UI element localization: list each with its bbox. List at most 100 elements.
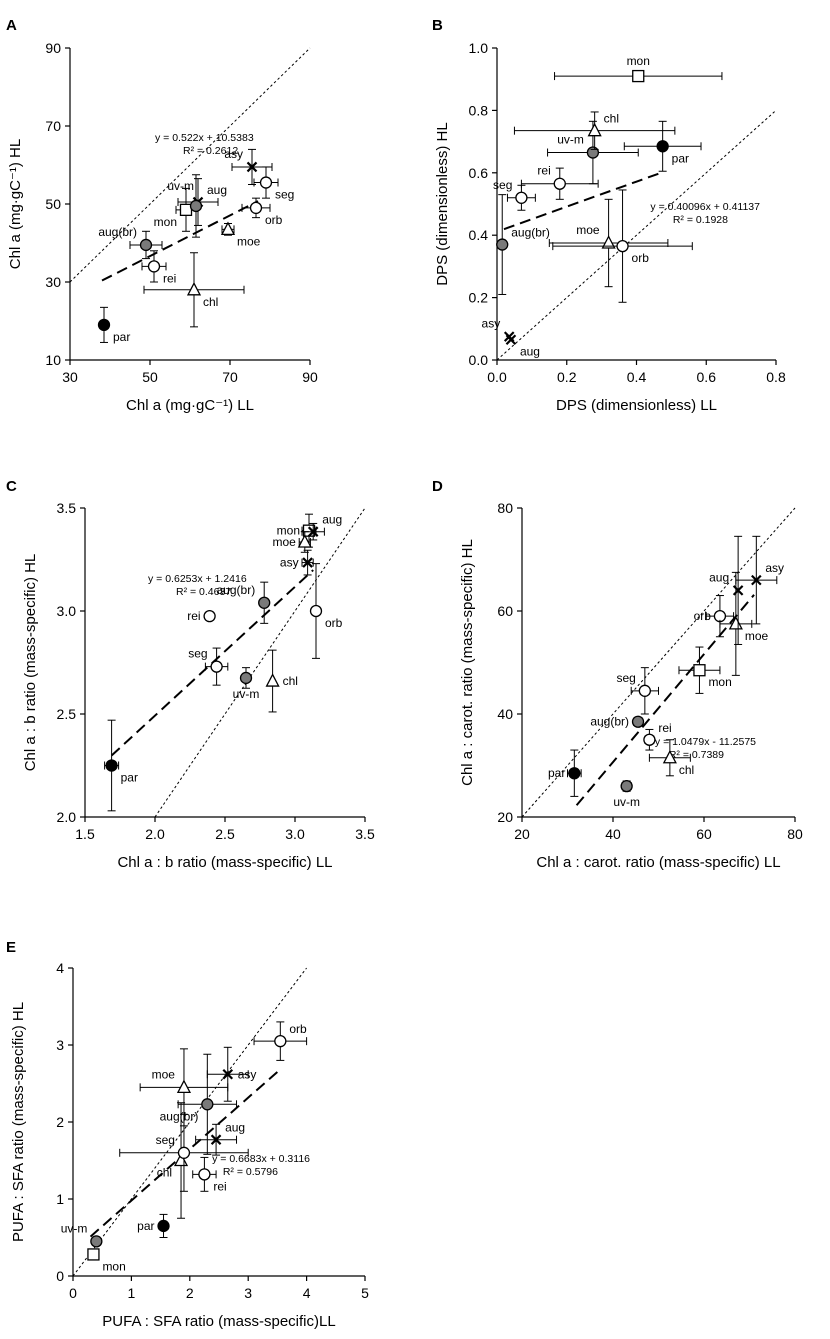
y-tick-label: 3.5 (57, 500, 77, 516)
r-squared: R² = 0.7389 (669, 749, 724, 761)
x-tick-label: 2.5 (215, 826, 235, 842)
point-label: asy (482, 317, 501, 331)
panel-letter-A: A (6, 17, 17, 34)
point-label: chl (604, 112, 619, 126)
marker-circle-10 (616, 239, 629, 253)
x-tick-label: 1.5 (75, 826, 95, 842)
point-label: rei (658, 721, 671, 735)
regression-equation: y = 0.6683x + 0.3116 (212, 1153, 310, 1165)
marker-triangle-7 (220, 221, 236, 236)
one-to-one-line (496, 110, 777, 361)
y-tick-label: 40 (497, 706, 513, 722)
point-label: seg (156, 1133, 175, 1147)
data-point-rei: rei (187, 609, 216, 623)
y-axis-title: DPS (dimensionless) HL (434, 122, 451, 285)
data-point-uv-m: uv-m (233, 667, 260, 701)
point-label: rei (213, 1179, 226, 1193)
one-to-one-line (69, 47, 311, 283)
marker-circle-2 (203, 610, 216, 623)
point-label: seg (188, 647, 207, 661)
x-tick-label: 60 (696, 826, 712, 842)
y-tick-label: 0 (56, 1268, 64, 1284)
data-point-asy: asy (224, 147, 273, 185)
marker-triangle-9 (297, 534, 312, 548)
marker-cross-6 (210, 1134, 222, 1145)
data-point-moe: moe (719, 571, 769, 676)
marker-triangle-6 (587, 122, 602, 137)
data-point-rei: rei (520, 164, 599, 200)
marker-circle-4 (553, 177, 566, 190)
r-squared: R² = 0.4637 (176, 586, 231, 598)
y-tick-label: 2.0 (57, 809, 77, 825)
marker-cross-8 (307, 526, 319, 537)
data-point-aug: aug (505, 334, 540, 359)
marker-triangle-8 (176, 1079, 192, 1093)
regression-equation: y = 0.522x + 10.5383 (155, 132, 254, 144)
point-label: moe (237, 234, 261, 248)
r-squared: R² = 0.1928 (673, 214, 728, 226)
one-to-one-line (72, 967, 307, 1277)
one-to-one-line (154, 507, 366, 818)
y-tick-label: 0.8 (469, 102, 489, 118)
marker-grey-6 (189, 199, 203, 213)
marker-cross-9 (732, 585, 744, 596)
point-label: uv-m (233, 687, 260, 701)
data-point-mon: mon (678, 646, 732, 694)
marker-filled-2 (157, 1219, 170, 1233)
y-tick-label: 90 (45, 40, 61, 56)
point-label: moe (576, 223, 600, 237)
point-label: mon (154, 215, 177, 229)
data-point-uv-m: uv-m (167, 174, 203, 238)
point-label: orb (265, 213, 283, 227)
point-label: par (121, 771, 138, 785)
y-tick-label: 3 (56, 1037, 64, 1053)
point-label: chl (203, 295, 218, 309)
point-label: mon (102, 1259, 125, 1273)
point-label: moe (152, 1067, 176, 1081)
regression-equation: y = 0.40096x + 0.41137 (650, 201, 760, 213)
point-label: rei (163, 271, 176, 285)
marker-circle-10 (274, 1035, 287, 1048)
x-axis-title: Chl a : b ratio (mass-specific) LL (117, 854, 332, 871)
data-point-asy: asy (206, 1046, 256, 1102)
y-tick-label: 0.6 (469, 165, 489, 181)
y-tick-label: 70 (45, 118, 61, 134)
data-point-aug(br): aug(br) (160, 1053, 238, 1155)
point-label: moe (745, 629, 769, 643)
point-label: par (672, 151, 689, 165)
data-point-seg: seg (616, 667, 659, 715)
x-tick-label: 40 (605, 826, 621, 842)
point-label: par (137, 1219, 154, 1233)
marker-cross-1 (505, 334, 517, 345)
y-tick-label: 50 (45, 196, 61, 212)
x-tick-label: 70 (222, 369, 238, 385)
y-tick-label: 0.0 (469, 352, 489, 368)
marker-triangle-2 (662, 749, 677, 764)
point-label: asy (224, 147, 243, 161)
marker-triangle-9 (601, 235, 616, 249)
point-label: aug(br) (511, 226, 550, 240)
point-label: aug(br) (217, 583, 256, 597)
point-label: rei (537, 164, 550, 178)
point-label: par (113, 330, 130, 344)
marker-grey-3 (631, 715, 645, 728)
data-point-par: par (623, 120, 702, 172)
marker-square-8 (632, 69, 645, 83)
x-tick-label: 50 (142, 369, 158, 385)
data-point-mon: mon (554, 54, 723, 83)
x-tick-label: 20 (514, 826, 530, 842)
x-tick-label: 3.5 (355, 826, 375, 842)
y-tick-label: 20 (497, 809, 513, 825)
marker-grey-1 (139, 238, 153, 252)
data-point-rei: rei (643, 721, 672, 751)
data-point-chl: chl (143, 252, 245, 328)
marker-cross-8 (246, 161, 258, 173)
marker-circle-4 (177, 1146, 191, 1159)
regression-equation: y = 1.0479x - 11.2575 (655, 736, 756, 748)
x-tick-label: 2.0 (145, 826, 165, 842)
point-label: orb (632, 251, 650, 265)
panel-letter-C: C (6, 478, 17, 495)
marker-grey-5 (586, 146, 600, 159)
point-label: uv-m (167, 179, 194, 193)
